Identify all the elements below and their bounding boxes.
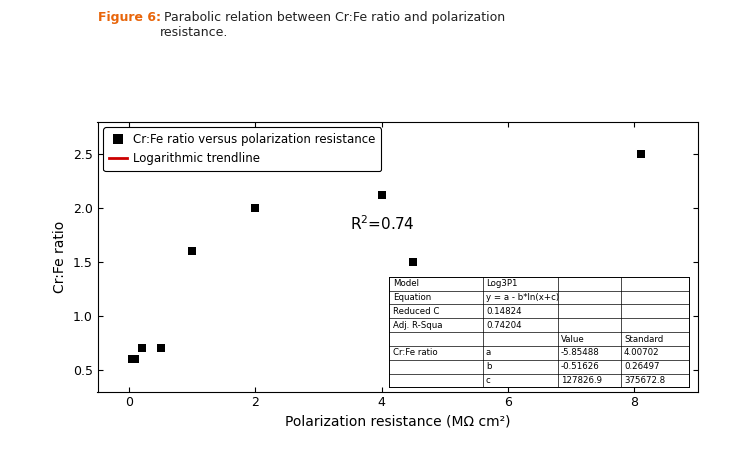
Text: 0.14824: 0.14824 — [486, 307, 522, 316]
Point — [407, 258, 419, 265]
Point — [130, 356, 142, 363]
Text: 127826.9: 127826.9 — [561, 376, 602, 385]
Text: 0.26497: 0.26497 — [624, 362, 659, 371]
Text: a: a — [486, 348, 491, 357]
Text: Model: Model — [393, 279, 419, 288]
Point — [186, 248, 198, 255]
Text: -5.85488: -5.85488 — [561, 348, 600, 357]
Text: y = a - b*ln(x+c): y = a - b*ln(x+c) — [486, 293, 559, 302]
Text: Equation: Equation — [393, 293, 431, 302]
Text: -0.51626: -0.51626 — [561, 362, 600, 371]
Point — [376, 191, 388, 198]
Text: R$^2$=0.74: R$^2$=0.74 — [350, 215, 415, 234]
X-axis label: Polarization resistance (MΩ cm²): Polarization resistance (MΩ cm²) — [285, 415, 510, 429]
Point — [126, 356, 138, 363]
Text: c: c — [486, 376, 490, 385]
Point — [136, 345, 148, 352]
Text: Log3P1: Log3P1 — [486, 279, 518, 288]
Text: 0.74204: 0.74204 — [486, 321, 522, 330]
Point — [250, 204, 262, 212]
Text: Standard: Standard — [624, 334, 663, 343]
Point — [634, 150, 646, 158]
Text: Parabolic relation between Cr:Fe ratio and polarization
resistance.: Parabolic relation between Cr:Fe ratio a… — [160, 11, 505, 39]
Legend: Cr:Fe ratio versus polarization resistance, Logarithmic trendline: Cr:Fe ratio versus polarization resistan… — [104, 127, 381, 171]
Text: 375672.8: 375672.8 — [624, 376, 665, 385]
Text: 4.00702: 4.00702 — [624, 348, 660, 357]
Text: Value: Value — [561, 334, 585, 343]
Text: Reduced C: Reduced C — [393, 307, 439, 316]
Text: Cr:Fe ratio: Cr:Fe ratio — [393, 348, 438, 357]
Text: Figure 6:: Figure 6: — [98, 11, 160, 24]
Point — [154, 345, 166, 352]
Text: b: b — [486, 362, 491, 371]
Text: Adj. R-Squa: Adj. R-Squa — [393, 321, 442, 330]
Y-axis label: Cr:Fe ratio: Cr:Fe ratio — [53, 220, 67, 292]
